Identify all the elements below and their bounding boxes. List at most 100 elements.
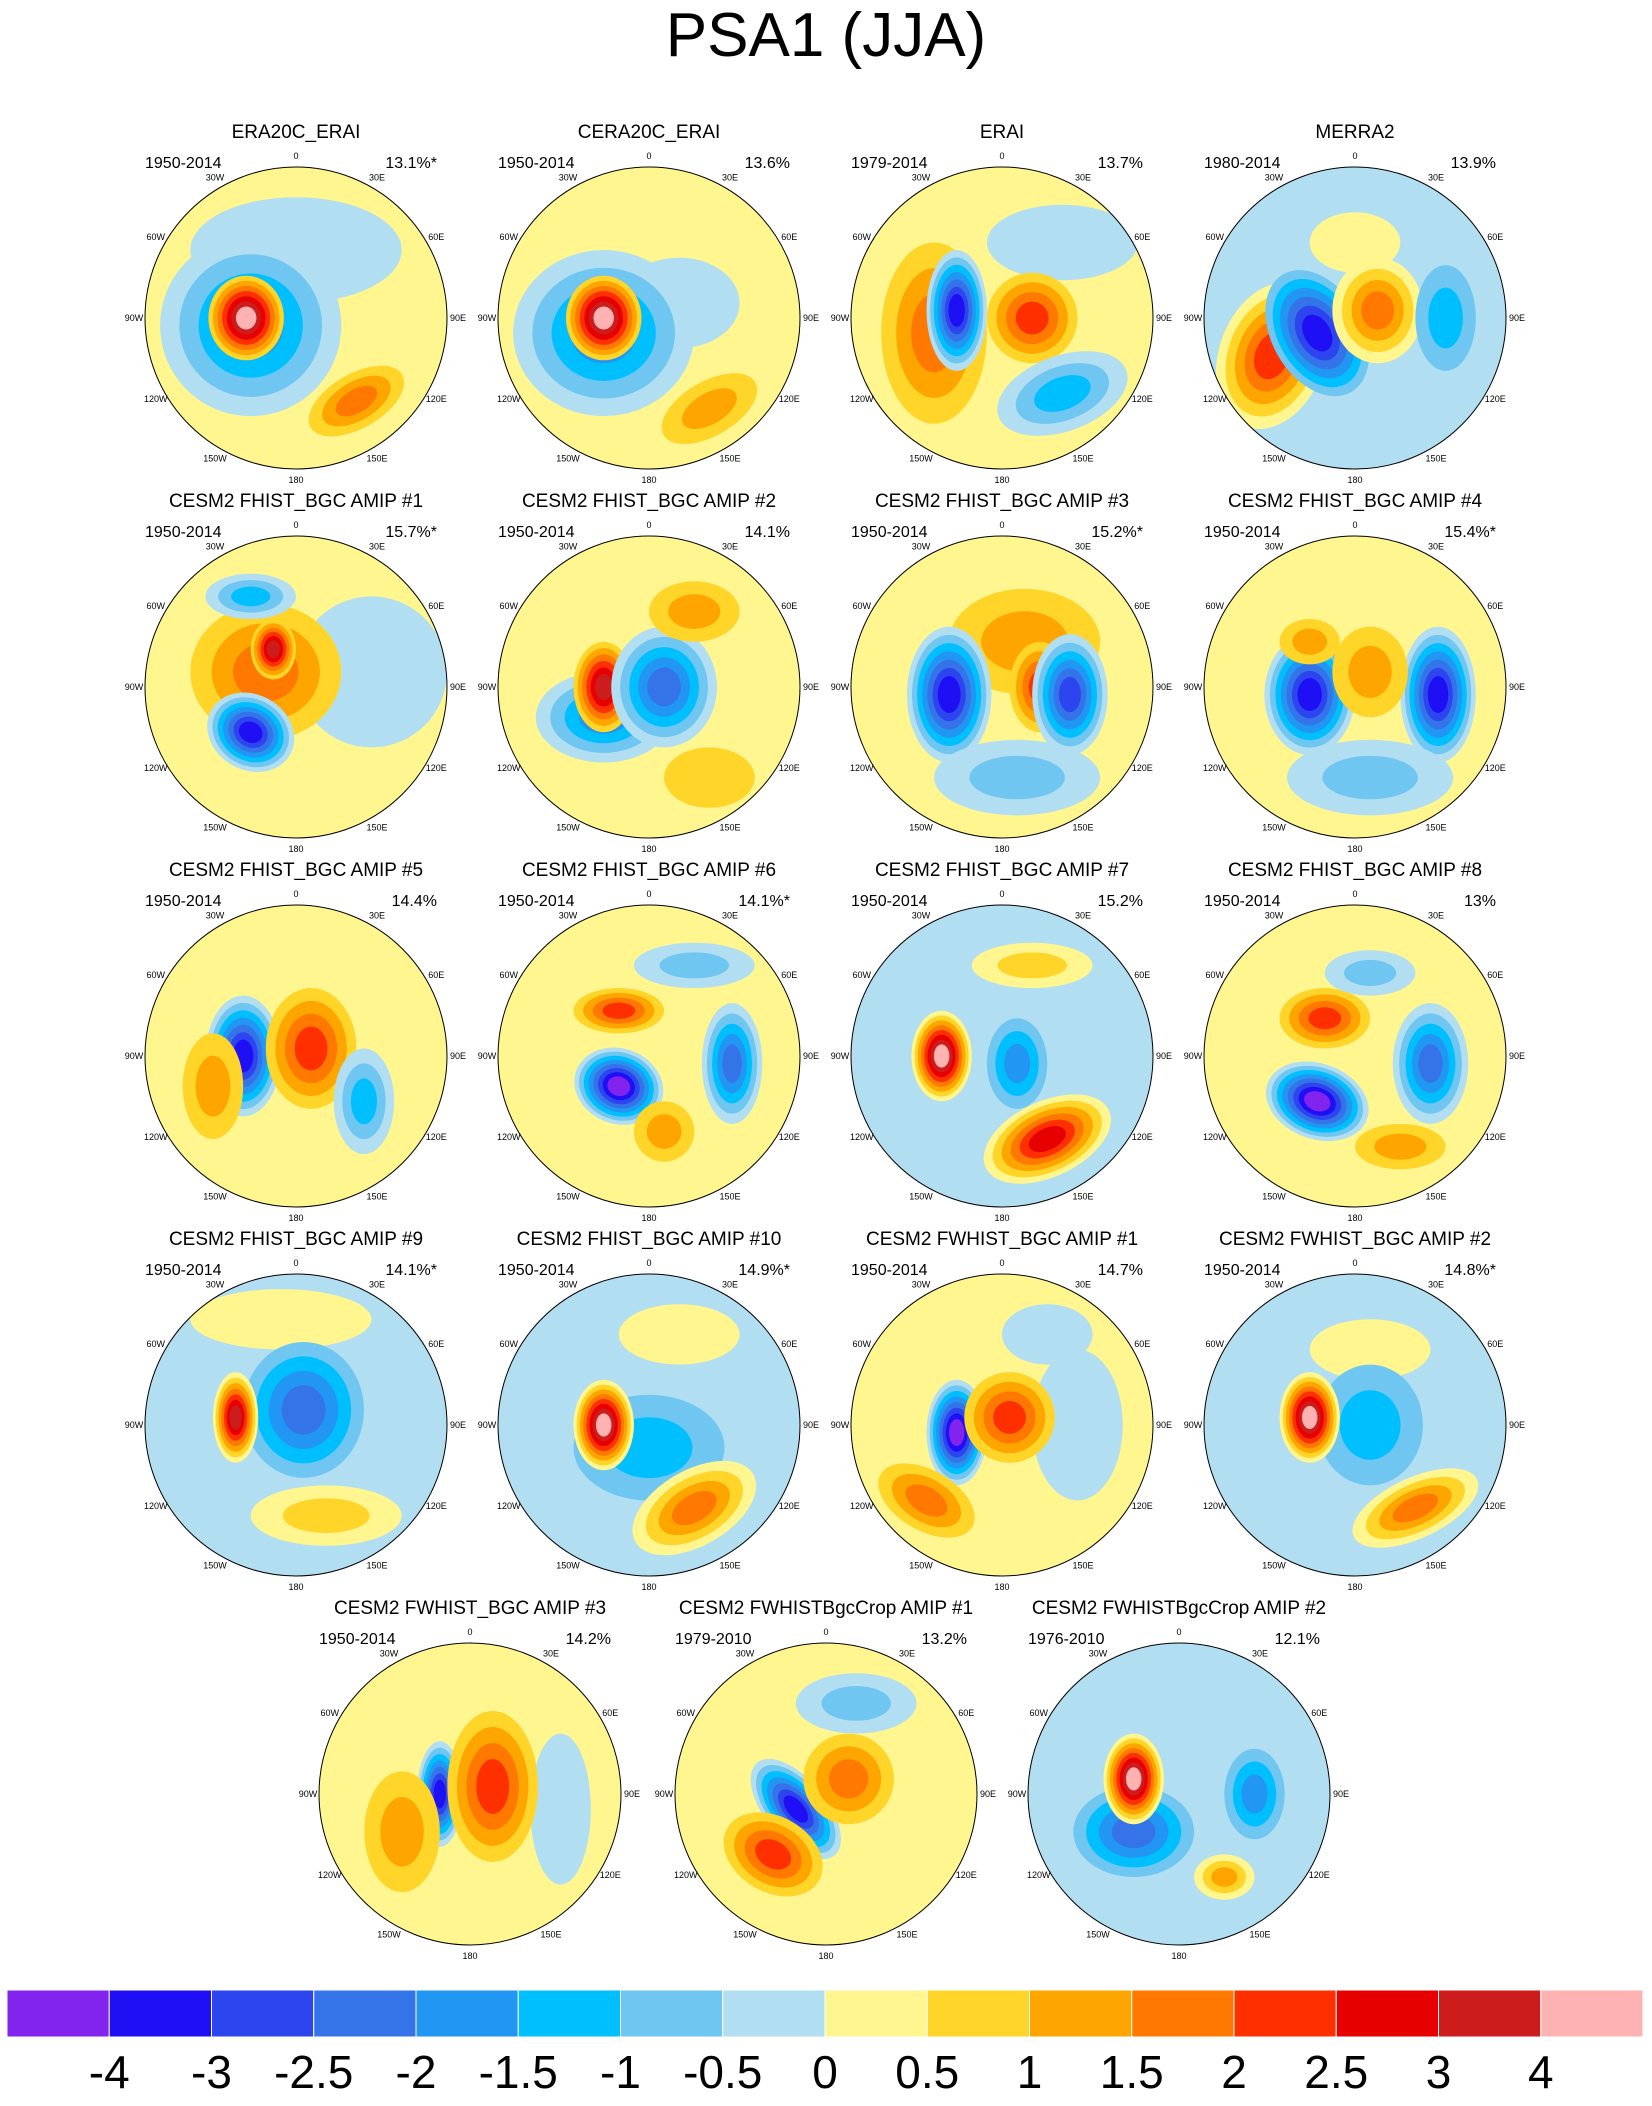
longitude-label: 0 [1352,889,1357,899]
panel-variance: 15.2%* [1091,524,1143,541]
longitude-label: 60W [146,970,165,980]
longitude-label: 180 [288,1213,303,1223]
map-field [145,905,447,1207]
longitude-label: 60W [146,1339,165,1349]
longitude-label: 150W [556,1191,580,1201]
longitude-label: 90W [125,1420,144,1430]
contour-fill [190,1289,372,1350]
colorbar-label: -3 [191,2046,232,2098]
longitude-label: 150W [909,1560,933,1570]
colorbar-label: 4 [1528,2046,1554,2098]
longitude-label: 150W [203,1191,227,1201]
longitude-label: 30E [1428,911,1444,921]
longitude-label: 60W [676,1708,695,1718]
panel-variance: 13.2% [922,1631,967,1648]
colorbar-label: -1.5 [479,2046,558,2098]
map-panel: ERA20C_ERAI 1950-2014 13.1%* 0 30E 60E 90E 120E… [125,122,466,485]
contour-fill [646,1114,682,1149]
contour-fill [722,1044,742,1083]
contour-fill [350,1078,378,1125]
panel-variance: 15.4%* [1444,524,1496,541]
contour-fill [335,385,378,417]
panel-variance: 15.7%* [385,524,437,541]
contour-fill [1309,212,1401,273]
colorbar: -4 -3 -2.5 -2 -1.5 -1 -0.5 0 0.5 1 1.5 2 2.5 3 4 [6,1989,1644,2098]
longitude-label: 180 [288,1582,303,1592]
longitude-label: 90W [831,1051,850,1061]
panel-period: 1950-2014 [498,893,575,910]
map-field [1028,1643,1330,1945]
contour-fill [1374,1133,1427,1160]
longitude-label: 90W [1184,1051,1203,1061]
colorbar-label: 0 [812,2046,838,2098]
longitude-label: 60W [146,601,165,611]
longitude-label: 120E [426,763,447,773]
longitude-label: 90E [980,1789,996,1799]
map-border [850,166,1154,470]
longitude-label: 60W [852,601,871,611]
contour-fill [659,952,730,979]
contour-fill [664,747,755,808]
longitude-label: 90W [299,1789,318,1799]
longitude-label: 90E [1156,1420,1172,1430]
colorbar-label: -0.5 [683,2046,762,2098]
longitude-label: 120E [1485,1501,1506,1511]
panel-period: 1950-2014 [498,155,575,172]
map-border [497,904,801,1208]
longitude-label: 90E [450,1420,466,1430]
longitude-label: 120W [497,1501,521,1511]
panel-title: ERAI [980,122,1024,143]
contour-fill [1301,1405,1318,1430]
map-field [1204,905,1506,1207]
longitude-label: 150W [203,453,227,463]
panel-variance: 13% [1464,893,1496,910]
longitude-label: 60E [1487,232,1503,242]
longitude-label: 60E [781,970,797,980]
map-border [1203,166,1507,470]
longitude-label: 60E [958,1708,974,1718]
contour-fill [1392,1493,1439,1523]
contour-fill [1125,1767,1142,1791]
longitude-label: 0 [999,1258,1004,1268]
longitude-label: 150W [909,822,933,832]
map-field [498,1274,800,1576]
longitude-label: 120W [1203,394,1227,404]
longitude-label: 30W [1265,911,1284,921]
colorbar-label: 1.5 [1100,2046,1164,2098]
map-panel: CESM2 FHIST_BGC AMIP #10 1950-2014 14.9%* 0… [478,1229,819,1592]
longitude-label: 60E [1487,970,1503,980]
longitude-label: 0 [646,1258,651,1268]
longitude-label: 0 [293,889,298,899]
longitude-label: 120E [1132,763,1153,773]
map-border [144,535,448,839]
longitude-label: 180 [1347,475,1362,485]
contour-fill [593,306,614,330]
longitude-label: 180 [994,1582,1009,1592]
longitude-label: 60E [1487,601,1503,611]
longitude-label: 30W [559,542,578,552]
longitude-label: 150E [1072,453,1093,463]
longitude-label: 0 [646,889,651,899]
longitude-label: 90E [624,1789,640,1799]
longitude-label: 60W [1205,232,1224,242]
panel-period: 1950-2014 [498,524,575,541]
contour-fill [235,306,257,330]
longitude-label: 90E [1509,682,1525,692]
longitude-label: 120W [144,1132,168,1142]
panel-title: CESM2 FWHISTBgcCrop AMIP #1 [679,1598,973,1619]
longitude-label: 30E [543,1649,559,1659]
panel-title: CERA20C_ERAI [578,122,721,143]
longitude-label: 150E [719,822,740,832]
colorbar-label: -2.5 [274,2046,353,2098]
longitude-label: 90E [450,313,466,323]
colorbar-label: 3 [1426,2046,1452,2098]
contour-fill [1028,1126,1066,1153]
longitude-label: 120W [144,1501,168,1511]
panel-variance: 12.1% [1275,1631,1320,1648]
contour-fill [238,721,263,744]
map-panel: MERRA2 1980-2014 13.9% 0 30E 60E 90E 120E 150E 18… [1184,122,1525,485]
colorbar-label: 2 [1221,2046,1247,2098]
panel-title: ERA20C_ERAI [232,122,361,143]
longitude-label: 90W [831,1420,850,1430]
